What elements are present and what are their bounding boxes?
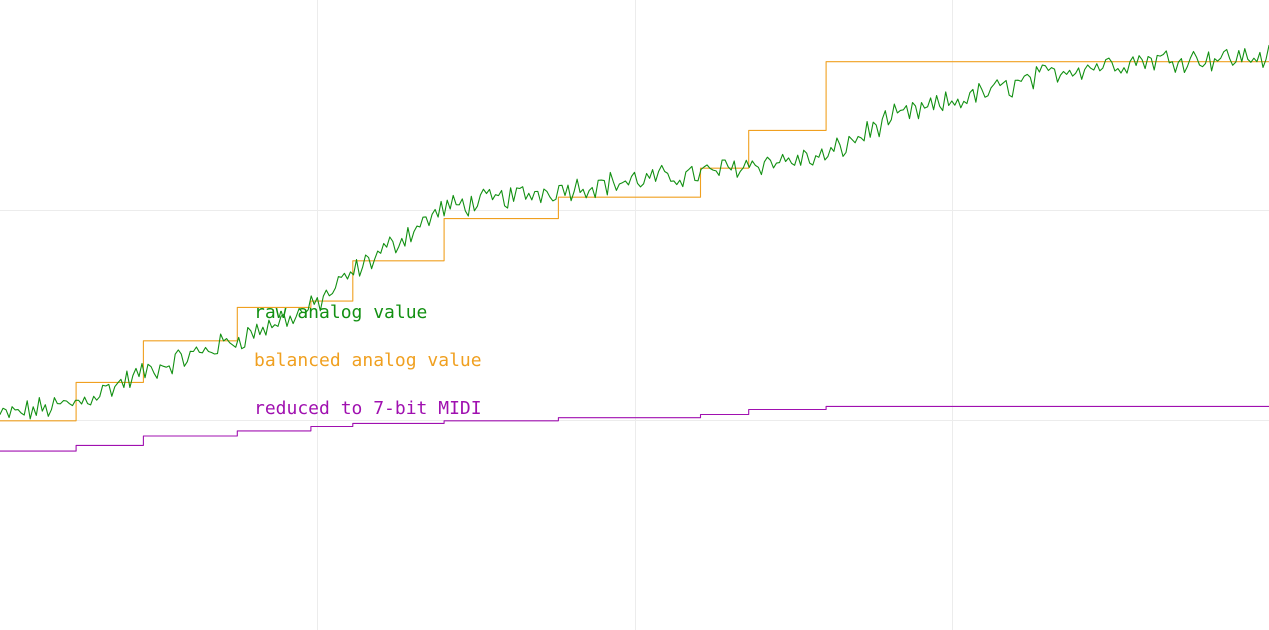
series-line-reduced-to-7-bit-midi <box>0 405 1269 452</box>
series-line-raw-analog-value <box>0 44 1269 420</box>
series-layer <box>0 44 1269 452</box>
series-line-balanced-analog-value <box>0 61 1269 422</box>
legend-entry-reduced-to-7-bit-midi: reduced to 7-bit MIDI <box>254 398 482 419</box>
legend-entry-balanced-analog-value: balanced analog value <box>254 350 482 371</box>
legend: raw analog value balanced analog value r… <box>254 302 482 419</box>
legend-entry-raw-analog-value: raw analog value <box>254 302 427 323</box>
